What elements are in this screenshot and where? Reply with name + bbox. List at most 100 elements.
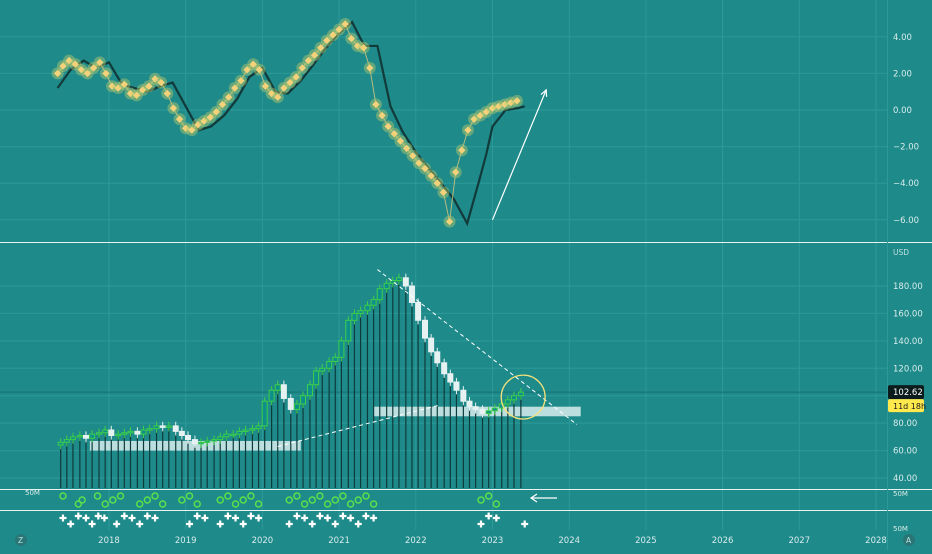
candle-body — [395, 277, 402, 282]
oscillator-marker — [280, 84, 288, 92]
x-tick-label: 2028 — [865, 536, 887, 546]
green-circle-marker — [193, 500, 201, 508]
oscillator-marker — [359, 44, 368, 52]
zone-band — [373, 406, 581, 417]
green-circle-marker — [135, 500, 144, 508]
candle-body — [172, 425, 179, 432]
green-circle-marker — [316, 492, 324, 500]
plus-marker — [492, 514, 500, 522]
green-circle-marker — [178, 496, 186, 504]
candle-body — [504, 399, 511, 405]
plus-marker — [143, 512, 151, 520]
oscillator-marker — [304, 56, 313, 65]
candle-body — [108, 429, 115, 436]
candle-body — [300, 395, 307, 405]
oscillator-marker — [65, 56, 73, 65]
oscillator-marker — [169, 104, 178, 112]
price-y-tick-label: 80.00 — [893, 419, 917, 429]
green-circle-marker — [300, 500, 309, 508]
green-circle-marker — [74, 500, 83, 508]
oscillator-marker — [194, 120, 202, 129]
candle-body — [428, 337, 435, 353]
candle-body — [280, 384, 287, 399]
oscillator-marker — [482, 108, 491, 116]
oscillator-marker — [212, 108, 221, 116]
volume-bars — [60, 279, 522, 488]
oscillator-marker — [206, 113, 214, 121]
plus-marker — [224, 512, 232, 520]
plus-marker — [100, 514, 108, 522]
candle-body — [415, 301, 422, 321]
trend-arrow — [491, 89, 547, 221]
candle-body — [408, 285, 415, 303]
plus-marker — [293, 512, 301, 520]
oscillator-marker — [71, 60, 79, 68]
green-circle-marker — [484, 492, 493, 500]
candle-body — [82, 434, 89, 439]
candle-body — [242, 429, 249, 432]
candle-body — [134, 430, 141, 435]
oscillator-marker — [488, 104, 497, 112]
osc-y-tick-label: −4.00 — [893, 179, 919, 189]
plus-marker — [128, 514, 136, 522]
candle-body — [422, 319, 429, 339]
candle-body — [96, 432, 103, 435]
countdown-bg — [888, 399, 924, 413]
candle-body — [485, 410, 492, 415]
dashed-trendline — [377, 269, 578, 425]
candle-body — [479, 408, 486, 415]
oscillator-marker — [298, 64, 306, 72]
candle-body — [370, 299, 377, 306]
volume-left-label: 50M — [25, 489, 40, 497]
x-tick-label: 2027 — [788, 536, 810, 546]
candle-body — [127, 430, 134, 434]
oscillator-marker — [114, 84, 122, 92]
oscillator-marker — [415, 159, 423, 167]
oscillator-marker — [132, 91, 141, 100]
candle-body — [191, 439, 198, 445]
oscillator-marker — [353, 42, 362, 50]
event-markers — [59, 492, 529, 528]
osc-y-tick-label: 0.00 — [893, 106, 912, 116]
plus-marker — [94, 512, 102, 520]
green-circle-marker — [339, 492, 347, 500]
oscillator-marker — [145, 82, 153, 90]
plus-marker — [285, 520, 293, 528]
plus-marker — [370, 514, 378, 522]
candle-body — [453, 381, 460, 391]
candle-body — [319, 367, 326, 372]
green-circle-marker — [308, 496, 317, 504]
plus-marker — [331, 520, 339, 528]
x-tick-label: 2026 — [712, 536, 734, 546]
zoom-button — [15, 534, 27, 546]
plus-marker — [347, 514, 355, 522]
candle-body — [204, 440, 211, 443]
price-y-tick-label: 140.00 — [893, 337, 923, 347]
x-tick-label: 2023 — [482, 536, 504, 546]
oscillator-marker — [96, 58, 104, 67]
green-circle-marker — [362, 492, 370, 500]
oscillator-marker — [335, 25, 343, 34]
candle-body — [236, 430, 243, 435]
plus-marker — [201, 514, 209, 522]
green-circle-marker — [331, 496, 340, 504]
oscillator-marker — [445, 217, 454, 226]
osc-y-tick-label: 4.00 — [893, 33, 912, 43]
candle-body — [389, 280, 396, 284]
volume-arrow-head — [529, 493, 538, 503]
green-circle-marker — [247, 492, 255, 500]
zoom-button-label: Z — [18, 536, 23, 545]
plus-marker — [136, 520, 144, 528]
oscillator-marker — [108, 82, 116, 90]
candle-body — [89, 433, 96, 439]
countdown-label: 11d 18h — [893, 402, 926, 411]
candle-body — [121, 432, 128, 435]
oscillator-marker — [513, 97, 521, 105]
osc-y-tick-label: −2.00 — [893, 143, 919, 153]
green-circle-marker — [143, 496, 152, 504]
candle-body — [146, 428, 153, 431]
candle-body — [274, 384, 281, 391]
